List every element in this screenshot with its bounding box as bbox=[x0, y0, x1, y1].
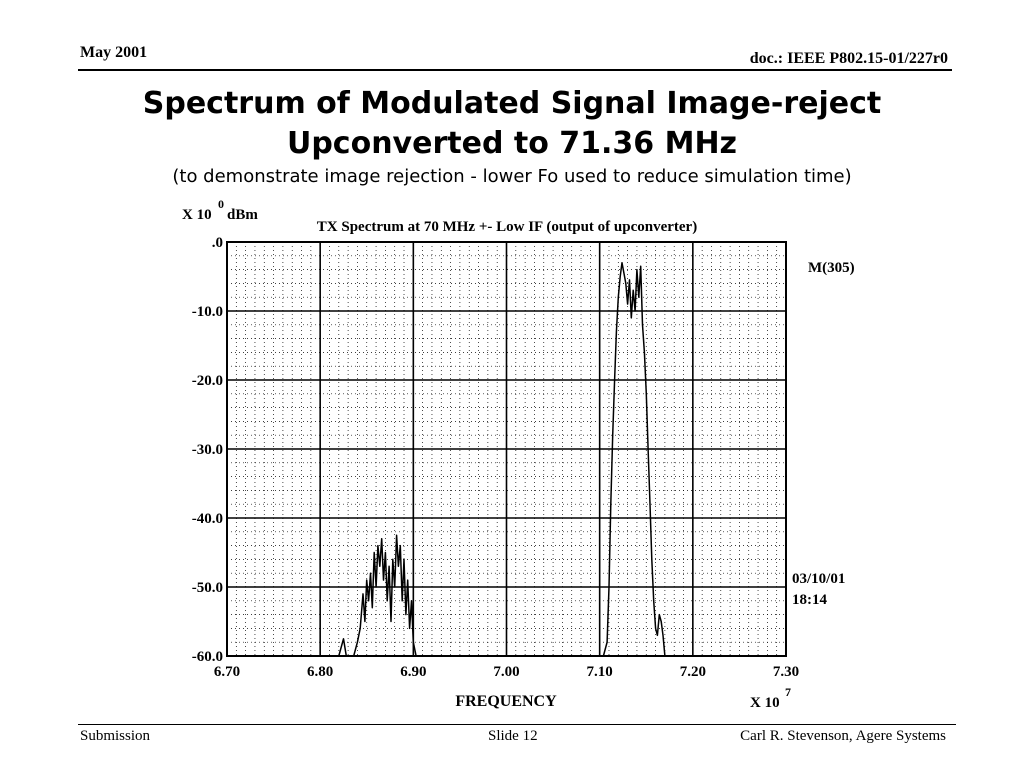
x-tick-label: 7.30 bbox=[773, 664, 799, 680]
y-tick-label: -20.0 bbox=[192, 373, 223, 389]
y-tick-label: -10.0 bbox=[192, 304, 223, 320]
y-tick-label: -40.0 bbox=[192, 511, 223, 527]
y-axis-multiplier: X 10 bbox=[182, 207, 212, 223]
x-tick-label: 7.20 bbox=[680, 664, 706, 680]
y-tick-label: -50.0 bbox=[192, 580, 223, 596]
header-date: May 2001 bbox=[80, 44, 148, 61]
x-tick-label: 7.10 bbox=[587, 664, 613, 680]
timestamp-time: 18:14 bbox=[792, 592, 827, 608]
slide-title-line-1: Spectrum of Modulated Signal Image-rejec… bbox=[142, 86, 882, 121]
marker-label: M(305) bbox=[808, 260, 855, 276]
x-tick-label: 6.90 bbox=[400, 664, 426, 680]
x-tick-label: 7.00 bbox=[493, 664, 519, 680]
footer-divider bbox=[78, 724, 956, 725]
y-axis-unit: dBm bbox=[227, 207, 258, 223]
y-tick-label: .0 bbox=[212, 235, 223, 251]
y-axis-exponent: 0 bbox=[218, 197, 224, 211]
x-axis-multiplier: X 10 bbox=[750, 695, 780, 711]
chart-title: TX Spectrum at 70 MHz +- Low IF (output … bbox=[317, 219, 697, 235]
footer-author: Carl R. Stevenson, Agere Systems bbox=[740, 728, 946, 744]
x-tick-label: 6.70 bbox=[214, 664, 240, 680]
x-axis-exponent: 7 bbox=[785, 685, 791, 699]
y-tick-label: -60.0 bbox=[192, 649, 223, 665]
slide-subtitle: (to demonstrate image rejection - lower … bbox=[172, 166, 852, 187]
spectrum-trace bbox=[338, 261, 675, 657]
footer-submission: Submission bbox=[80, 728, 151, 744]
header-divider bbox=[78, 69, 952, 71]
slide-title: Spectrum of Modulated Signal Image-rejec… bbox=[0, 84, 1024, 164]
header-doc-id: doc.: IEEE P802.15-01/227r0 bbox=[749, 50, 948, 67]
timestamp-date: 03/10/01 bbox=[792, 571, 845, 587]
footer-slide-number: Slide 12 bbox=[488, 728, 538, 744]
slide-title-line-2: Upconverted to 71.36 MHz bbox=[286, 126, 738, 161]
x-axis-label: FREQUENCY bbox=[455, 693, 557, 710]
y-tick-label: -30.0 bbox=[192, 442, 223, 458]
x-tick-label: 6.80 bbox=[307, 664, 333, 680]
